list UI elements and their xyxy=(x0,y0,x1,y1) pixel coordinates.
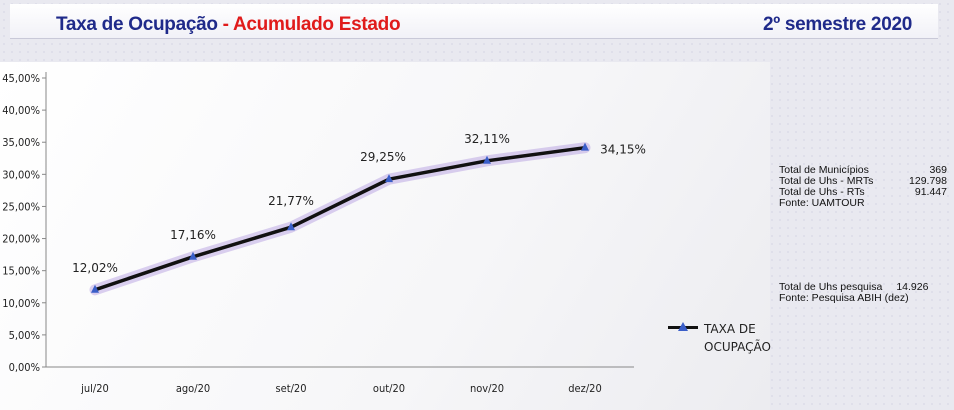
chart-panel: 0,00% 5,00% 10,00% 15,00% 20,00% 25,00% 30,00%… xyxy=(0,62,771,410)
legend-label: TAXA DE OCUPAÇÃO xyxy=(704,322,771,354)
legend-marker-icon xyxy=(678,322,688,331)
data-label: 21,77% xyxy=(268,194,314,208)
info-panel-pesquisa: Total de Uhs pesquisa 14.926 Fonte: Pesq… xyxy=(779,282,947,304)
y-tick-label: 40,00% xyxy=(2,104,40,117)
data-point-marker xyxy=(91,284,99,293)
info-row: Total de Uhs pesquisa 14.926 xyxy=(779,282,947,293)
series-line-glow xyxy=(89,142,591,296)
info-value: 91.447 xyxy=(914,186,947,198)
data-label: 29,25% xyxy=(360,150,406,164)
info-label: Total de Uhs pesquisa xyxy=(779,281,883,293)
data-labels: 12,02% 17,16% 21,77% 29,25% 32,11% 34,15% xyxy=(72,132,646,275)
x-tick-label: ago/20 xyxy=(176,382,210,395)
line-chart: 0,00% 5,00% 10,00% 15,00% 20,00% 25,00% 30,00%… xyxy=(2,72,646,395)
info-label: Total de Uhs - MRTs xyxy=(779,175,874,187)
info-value: 14.926 xyxy=(896,281,929,293)
y-tick-label: 35,00% xyxy=(2,136,40,149)
data-label: 12,02% xyxy=(72,261,118,275)
y-tick-label: 15,00% xyxy=(2,265,40,278)
info-label: Total de Uhs - RTs xyxy=(779,186,865,198)
title-main: Taxa de Ocupação xyxy=(56,14,218,35)
title-separator: - xyxy=(217,14,233,35)
chart-axes xyxy=(45,72,634,368)
x-tick-label: nov/20 xyxy=(470,382,504,395)
data-point-marker xyxy=(189,251,197,260)
page-title: Taxa de Ocupação - Acumulado Estado xyxy=(56,14,401,36)
x-tick-label: out/20 xyxy=(373,382,405,395)
info-value: 129.798 xyxy=(909,175,947,187)
data-label: 32,11% xyxy=(464,132,510,146)
data-point-marker xyxy=(581,142,589,151)
info-row: Total de Uhs - RTs 91.447 xyxy=(779,187,947,198)
info-value: 369 xyxy=(929,164,947,176)
info-panel-totals: Total de Municípios 369 Total de Uhs - M… xyxy=(779,165,947,209)
data-point-marker xyxy=(287,222,295,231)
data-label: 17,16% xyxy=(170,228,216,242)
y-tick-label: 10,00% xyxy=(2,297,40,310)
info-source: Fonte: Pesquisa ABIH (dez) xyxy=(779,292,909,304)
data-point-marker xyxy=(385,174,393,183)
title-bar: Taxa de Ocupação - Acumulado Estado 2º s… xyxy=(10,4,938,39)
y-axis-ticks: 0,00% 5,00% 10,00% 15,00% 20,00% 25,00% 30,00%… xyxy=(2,72,46,374)
info-label: Total de Municípios xyxy=(779,164,869,176)
x-axis-ticks: jul/20 ago/20 set/20 out/20 nov/20 dez/20 xyxy=(80,382,602,395)
y-tick-label: 30,00% xyxy=(2,168,40,181)
y-tick-label: 25,00% xyxy=(2,200,40,213)
x-tick-label: set/20 xyxy=(275,382,306,395)
data-point-marker xyxy=(483,155,491,164)
info-source: Fonte: UAMTOUR xyxy=(779,197,865,209)
y-tick-label: 20,00% xyxy=(2,233,40,246)
data-label: 34,15% xyxy=(600,143,646,157)
series-line xyxy=(93,145,587,292)
y-tick-label: 45,00% xyxy=(2,72,40,85)
title-accent: Acumulado Estado xyxy=(232,14,401,35)
info-row: Total de Municípios 369 xyxy=(779,165,947,176)
series-group xyxy=(89,142,591,296)
y-tick-label: 0,00% xyxy=(9,361,40,374)
x-tick-label: dez/20 xyxy=(568,382,602,395)
semester-label: 2º semestre 2020 xyxy=(763,14,912,35)
x-tick-label: jul/20 xyxy=(80,382,109,395)
y-tick-label: 5,00% xyxy=(9,329,40,342)
info-row: Total de Uhs - MRTs 129.798 xyxy=(779,176,947,187)
